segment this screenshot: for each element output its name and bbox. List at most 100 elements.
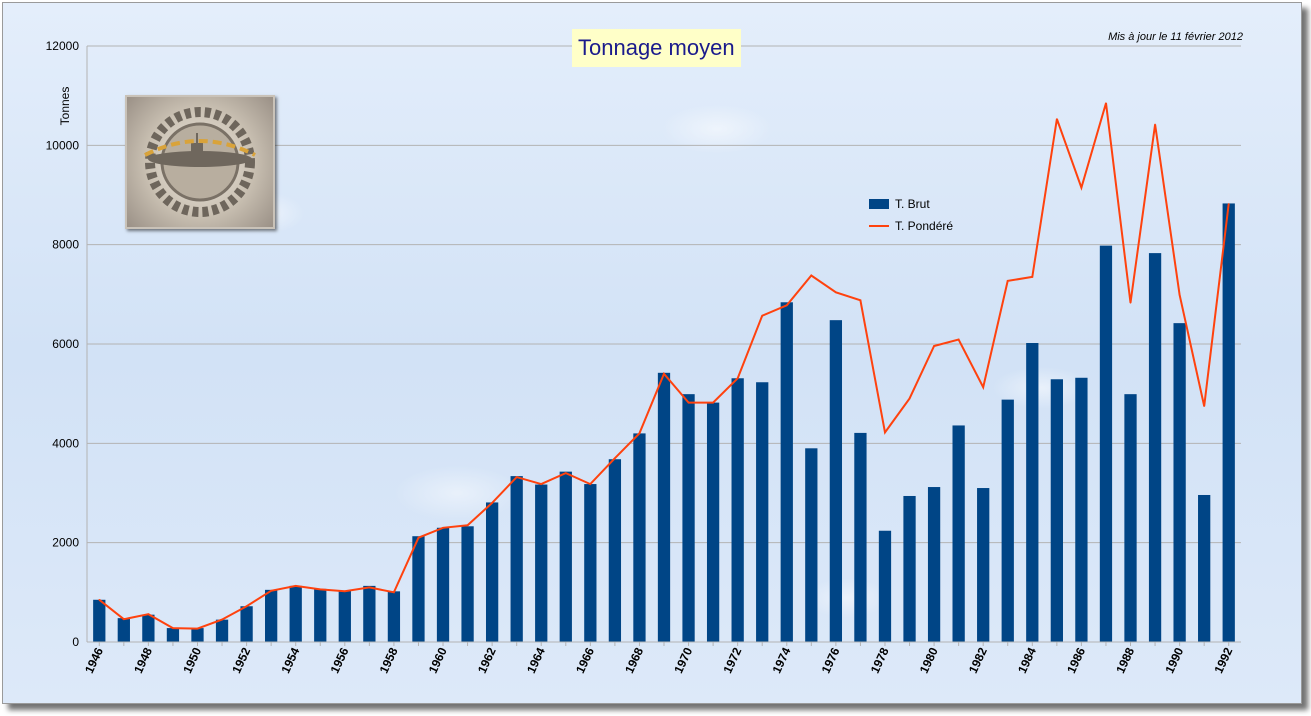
y-tick-label: 12000 bbox=[46, 39, 80, 53]
bar-1959 bbox=[412, 536, 425, 642]
point-1953 bbox=[270, 590, 272, 592]
bar-1955 bbox=[314, 588, 327, 642]
point-1979 bbox=[908, 397, 911, 400]
point-1980 bbox=[933, 345, 935, 347]
bar-1972 bbox=[731, 378, 744, 642]
point-1967 bbox=[614, 457, 616, 460]
bar-1951 bbox=[215, 619, 229, 642]
point-1951 bbox=[221, 618, 223, 621]
x-tick-label: 1980 bbox=[917, 645, 941, 675]
chart-frame: 0 2000 4000 6000 8000 10000 12000 1946 1948 1950… bbox=[2, 2, 1302, 704]
point-1968 bbox=[638, 432, 641, 435]
x-tick-label: 1960 bbox=[426, 645, 450, 675]
legend-entry-line: T. Pondéré bbox=[869, 215, 953, 237]
point-1991 bbox=[1203, 405, 1205, 407]
x-tick-label: 1992 bbox=[1211, 645, 1235, 675]
x-tick-label: 1954 bbox=[278, 645, 302, 675]
bar-1962 bbox=[485, 502, 499, 642]
point-1957 bbox=[368, 586, 371, 589]
submarine-badge-icon bbox=[144, 107, 256, 217]
bar-1950 bbox=[191, 628, 204, 642]
update-note: Mis à jour le 11 février 2012 bbox=[1108, 31, 1243, 43]
bar-1984 bbox=[1026, 343, 1039, 642]
y-tick-label: 4000 bbox=[52, 436, 79, 450]
point-1964 bbox=[540, 483, 543, 485]
x-tick-label: 1982 bbox=[966, 645, 990, 675]
bar-1956 bbox=[338, 590, 351, 642]
x-tick-label: 1952 bbox=[229, 645, 253, 675]
legend-label-t-pondere: T. Pondéré bbox=[895, 219, 954, 233]
point-1975 bbox=[810, 274, 813, 277]
bar-1989 bbox=[1148, 253, 1162, 643]
point-1961 bbox=[466, 524, 469, 527]
x-tick-label: 1978 bbox=[868, 645, 892, 675]
point-1992 bbox=[1227, 203, 1230, 205]
bar-1966 bbox=[584, 484, 597, 642]
x-tick-label: 1990 bbox=[1162, 645, 1186, 675]
point-1950 bbox=[196, 627, 199, 630]
legend-swatch-line bbox=[869, 225, 889, 227]
bar-series-t-brut bbox=[93, 203, 1235, 643]
bar-1953 bbox=[265, 589, 278, 642]
bar-1970 bbox=[682, 394, 695, 642]
x-tick-label: 1966 bbox=[573, 645, 597, 675]
bar-1949 bbox=[166, 628, 180, 642]
y-tick-label: 6000 bbox=[52, 337, 79, 351]
x-tick-label: 1964 bbox=[524, 645, 548, 675]
bar-1965 bbox=[559, 471, 572, 642]
bar-1954 bbox=[289, 585, 302, 642]
bar-1992 bbox=[1222, 203, 1235, 642]
point-1966 bbox=[589, 483, 592, 485]
bar-1952 bbox=[240, 606, 253, 642]
logo-image bbox=[125, 95, 275, 229]
x-tick-label: 1986 bbox=[1064, 645, 1088, 675]
point-1986 bbox=[1080, 186, 1083, 189]
y-axis-label: Tonnes bbox=[58, 87, 72, 126]
bar-1971 bbox=[706, 402, 720, 642]
point-1989 bbox=[1154, 123, 1156, 126]
point-1983 bbox=[1006, 280, 1009, 282]
point-1971 bbox=[712, 401, 714, 404]
legend-entry-bar: T. Brut bbox=[869, 193, 953, 215]
point-1974 bbox=[785, 304, 788, 307]
bar-1975 bbox=[805, 448, 818, 642]
point-1972 bbox=[736, 377, 739, 380]
x-tick-label: 1956 bbox=[328, 645, 352, 675]
chart-title: Tonnage moyen bbox=[572, 29, 741, 67]
point-1955 bbox=[319, 588, 322, 591]
point-1982 bbox=[982, 386, 984, 389]
point-1947 bbox=[123, 618, 125, 620]
point-1954 bbox=[294, 585, 297, 587]
bar-1977 bbox=[854, 432, 867, 642]
bar-1981 bbox=[952, 425, 965, 642]
bar-1958 bbox=[387, 591, 401, 642]
x-axis: 1946 1948 1950 1952 1954 1956 1958 1960 1962 1964… bbox=[82, 641, 1241, 675]
bar-1960 bbox=[436, 527, 450, 642]
bar-1968 bbox=[633, 433, 646, 642]
chart-canvas: 0 2000 4000 6000 8000 10000 12000 1946 1948 1950… bbox=[46, 39, 1241, 675]
bar-1969 bbox=[657, 372, 671, 642]
y-axis: 0 2000 4000 6000 8000 10000 12000 bbox=[46, 39, 88, 649]
bar-1985 bbox=[1050, 379, 1063, 642]
x-tick-label: 1946 bbox=[82, 645, 106, 675]
x-tick-label: 1974 bbox=[770, 645, 794, 675]
bar-1978 bbox=[878, 530, 892, 642]
bar-1983 bbox=[1001, 399, 1014, 642]
bar-1967 bbox=[608, 459, 622, 642]
bar-1961 bbox=[461, 526, 474, 642]
point-1952 bbox=[245, 605, 248, 608]
bar-1988 bbox=[1124, 394, 1137, 642]
bar-1948 bbox=[142, 614, 155, 642]
bar-1946 bbox=[93, 599, 106, 642]
point-1987 bbox=[1105, 102, 1107, 104]
bar-1979 bbox=[903, 495, 916, 642]
point-1965 bbox=[564, 472, 567, 474]
point-1962 bbox=[491, 502, 493, 504]
bar-1947 bbox=[117, 618, 130, 642]
point-1981 bbox=[957, 338, 960, 341]
bar-1963 bbox=[510, 476, 523, 642]
point-1948 bbox=[147, 613, 150, 615]
x-tick-label: 1962 bbox=[475, 645, 499, 675]
point-1960 bbox=[442, 526, 444, 529]
x-tick-label: 1972 bbox=[720, 645, 744, 675]
